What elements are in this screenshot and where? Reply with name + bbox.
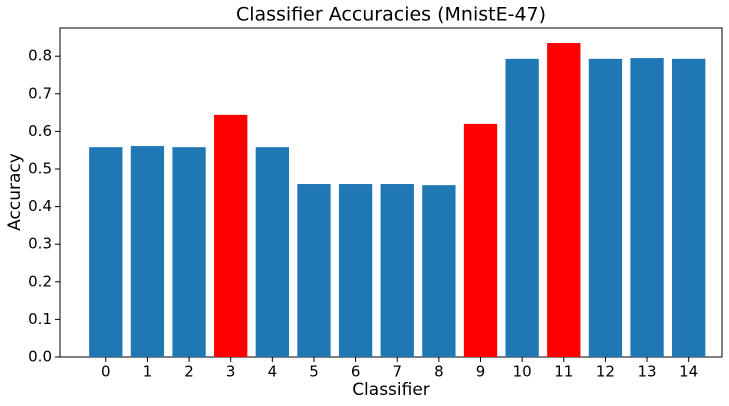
y-tick-label: 0.0 (28, 348, 52, 366)
bar (89, 147, 123, 357)
bar (172, 147, 206, 357)
x-tick-label: 10 (513, 363, 532, 381)
x-axis-label: Classifier (352, 380, 430, 400)
x-tick-label: 13 (638, 363, 657, 381)
x-tick-label: 6 (351, 363, 361, 381)
x-tick-label: 0 (101, 363, 111, 381)
bar (463, 123, 498, 357)
y-tick-label: 0.7 (28, 84, 52, 102)
y-tick-label: 0.3 (28, 235, 52, 253)
x-tick-label: 14 (679, 363, 698, 381)
bar (588, 58, 623, 357)
bar (630, 58, 664, 358)
bar (338, 184, 373, 357)
x-tick-label: 5 (309, 363, 319, 381)
x-tick-label: 1 (143, 363, 153, 381)
x-tick-label: 12 (596, 363, 615, 381)
y-tick-label: 0.8 (28, 47, 52, 65)
x-tick-label: 11 (554, 363, 573, 381)
bar (422, 185, 456, 357)
x-tick-label: 4 (268, 363, 278, 381)
bar (214, 114, 248, 357)
bar (380, 184, 414, 357)
y-axis-label: Accuracy (5, 153, 25, 231)
bar (255, 147, 289, 357)
y-tick-label: 0.1 (28, 310, 52, 328)
bar (672, 58, 706, 357)
y-tick-label: 0.5 (28, 160, 52, 178)
bar (505, 58, 539, 357)
bar (297, 184, 331, 357)
bar (130, 146, 165, 357)
y-tick-label: 0.4 (28, 197, 52, 215)
y-tick-label: 0.6 (28, 122, 52, 140)
x-tick-label: 7 (392, 363, 402, 381)
x-tick-label: 3 (226, 363, 236, 381)
x-tick-label: 2 (184, 363, 194, 381)
x-tick-label: 9 (476, 363, 486, 381)
y-tick-label: 0.2 (28, 272, 52, 290)
chart-title: Classifier Accuracies (MnistE-47) (236, 4, 546, 26)
bar (547, 43, 581, 357)
x-tick-label: 8 (434, 363, 444, 381)
